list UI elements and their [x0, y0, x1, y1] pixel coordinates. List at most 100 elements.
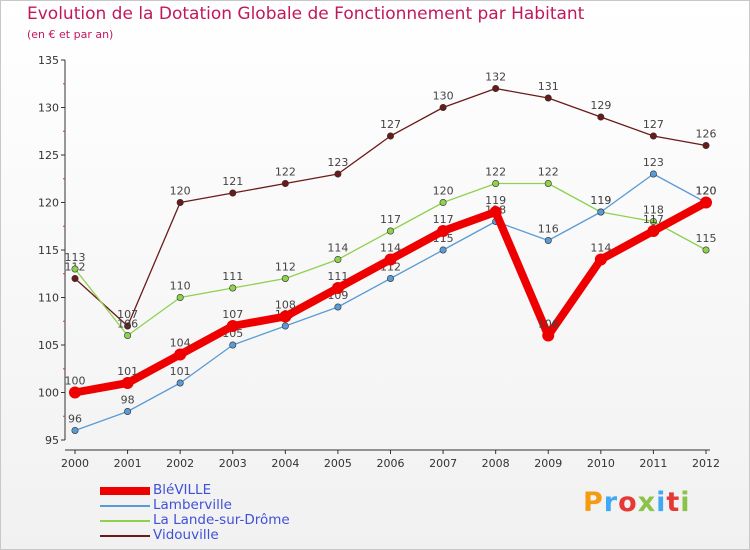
- legend-item-vidouville: Vidouville: [100, 528, 290, 543]
- y-tick-label: 105: [38, 339, 59, 352]
- data-label: 101: [170, 365, 191, 378]
- x-tick-label: 2007: [429, 457, 457, 470]
- x-tick-label: 2010: [587, 457, 615, 470]
- data-label: 110: [170, 280, 191, 293]
- x-tick-label: 2009: [534, 457, 562, 470]
- legend-label: Vidouville: [153, 527, 219, 543]
- data-point: [439, 104, 447, 112]
- data-point: [279, 310, 292, 323]
- data-label: 120: [696, 185, 717, 198]
- data-point: [649, 170, 657, 178]
- data-label: 115: [696, 232, 717, 245]
- x-tick-label: 2006: [377, 457, 405, 470]
- data-label: 108: [275, 299, 296, 312]
- x-tick-label: 2003: [219, 457, 247, 470]
- data-point: [439, 199, 447, 207]
- data-point: [334, 170, 342, 178]
- x-tick-label: 2001: [114, 457, 142, 470]
- legend-label: La Lande-sur-Drôme: [153, 512, 290, 528]
- data-label: 121: [222, 175, 243, 188]
- series-bleville: 100 101 104 107 108 111 114 117 119 106 114 117 120: [65, 185, 717, 399]
- data-point: [71, 265, 79, 273]
- data-point: [229, 341, 237, 349]
- y-tick-label: 125: [38, 149, 59, 162]
- data-label: 113: [65, 251, 86, 264]
- data-point: [281, 274, 289, 282]
- data-label: 123: [643, 156, 664, 169]
- data-point: [594, 253, 607, 266]
- data-label: 104: [170, 337, 191, 350]
- data-point: [331, 282, 344, 294]
- data-point: [544, 94, 552, 102]
- data-label: 112: [275, 261, 296, 274]
- data-point: [334, 303, 342, 311]
- data-label: 123: [327, 156, 348, 169]
- data-label: 119: [590, 194, 611, 207]
- legend-item-lamberville: Lamberville: [100, 498, 290, 513]
- data-label: 126: [696, 128, 717, 141]
- data-label: 127: [380, 118, 401, 131]
- data-label: 130: [433, 90, 454, 103]
- logo-letter: P: [583, 487, 604, 518]
- data-label: 117: [433, 213, 454, 226]
- data-point: [386, 274, 394, 282]
- x-tick-label: 2011: [639, 457, 667, 470]
- y-tick-label: 130: [38, 102, 59, 115]
- data-point: [597, 208, 605, 216]
- legend: BléVILLE Lamberville La Lande-sur-Drôme Vid…: [100, 483, 290, 543]
- data-point: [124, 322, 132, 330]
- x-tick-label: 2002: [166, 457, 194, 470]
- data-point: [492, 85, 500, 93]
- data-label: 132: [485, 71, 506, 84]
- data-label: 120: [696, 185, 717, 198]
- data-point: [174, 348, 187, 361]
- data-point: [384, 253, 397, 266]
- data-label: 119: [485, 194, 506, 207]
- data-point: [649, 132, 657, 140]
- data-point: [226, 320, 239, 332]
- logo-letter: i: [656, 487, 667, 518]
- data-point: [597, 113, 605, 121]
- data-point: [437, 225, 450, 237]
- x-tick-label: 2004: [271, 457, 299, 470]
- data-label: 117: [643, 213, 664, 226]
- y-tick-label: 100: [38, 387, 59, 400]
- legend-item-la-lande-sur-drome: La Lande-sur-Drôme: [100, 513, 290, 528]
- data-point: [544, 237, 552, 245]
- data-point: [229, 189, 237, 197]
- data-label: 98: [121, 394, 135, 407]
- x-tick-label: 2012: [692, 457, 720, 470]
- chart-subtitle: (en € et par an): [27, 28, 114, 41]
- data-label: 106: [117, 318, 138, 331]
- data-label: 114: [327, 242, 348, 255]
- legend-swatch: [100, 534, 150, 537]
- data-label: 114: [590, 242, 611, 255]
- data-label: 122: [275, 166, 296, 179]
- data-label: 119: [590, 194, 611, 207]
- data-label: 116: [538, 223, 559, 236]
- y-tick-label: 135: [38, 54, 59, 67]
- legend-item-bleville: BléVILLE: [100, 483, 290, 498]
- data-point: [542, 329, 555, 342]
- data-point: [544, 180, 552, 188]
- data-label: 96: [68, 413, 82, 426]
- data-label: 114: [380, 242, 401, 255]
- data-label: 106: [538, 318, 559, 331]
- data-point: [281, 180, 289, 188]
- data-point: [702, 246, 710, 254]
- data-label: 131: [538, 80, 559, 93]
- data-point: [124, 407, 132, 415]
- y-tick-label: 110: [38, 292, 59, 305]
- logo-letter: i: [680, 487, 691, 518]
- data-label: 107: [222, 308, 243, 321]
- logo-letter: o: [618, 487, 638, 518]
- legend-label: BléVILLE: [153, 482, 212, 498]
- data-point: [386, 132, 394, 140]
- data-point: [647, 225, 660, 237]
- data-point: [121, 377, 134, 389]
- data-point: [334, 255, 342, 263]
- legend-swatch: [100, 486, 150, 495]
- legend-swatch: [100, 519, 150, 522]
- data-point: [386, 227, 394, 235]
- logo-letter: r: [603, 487, 619, 518]
